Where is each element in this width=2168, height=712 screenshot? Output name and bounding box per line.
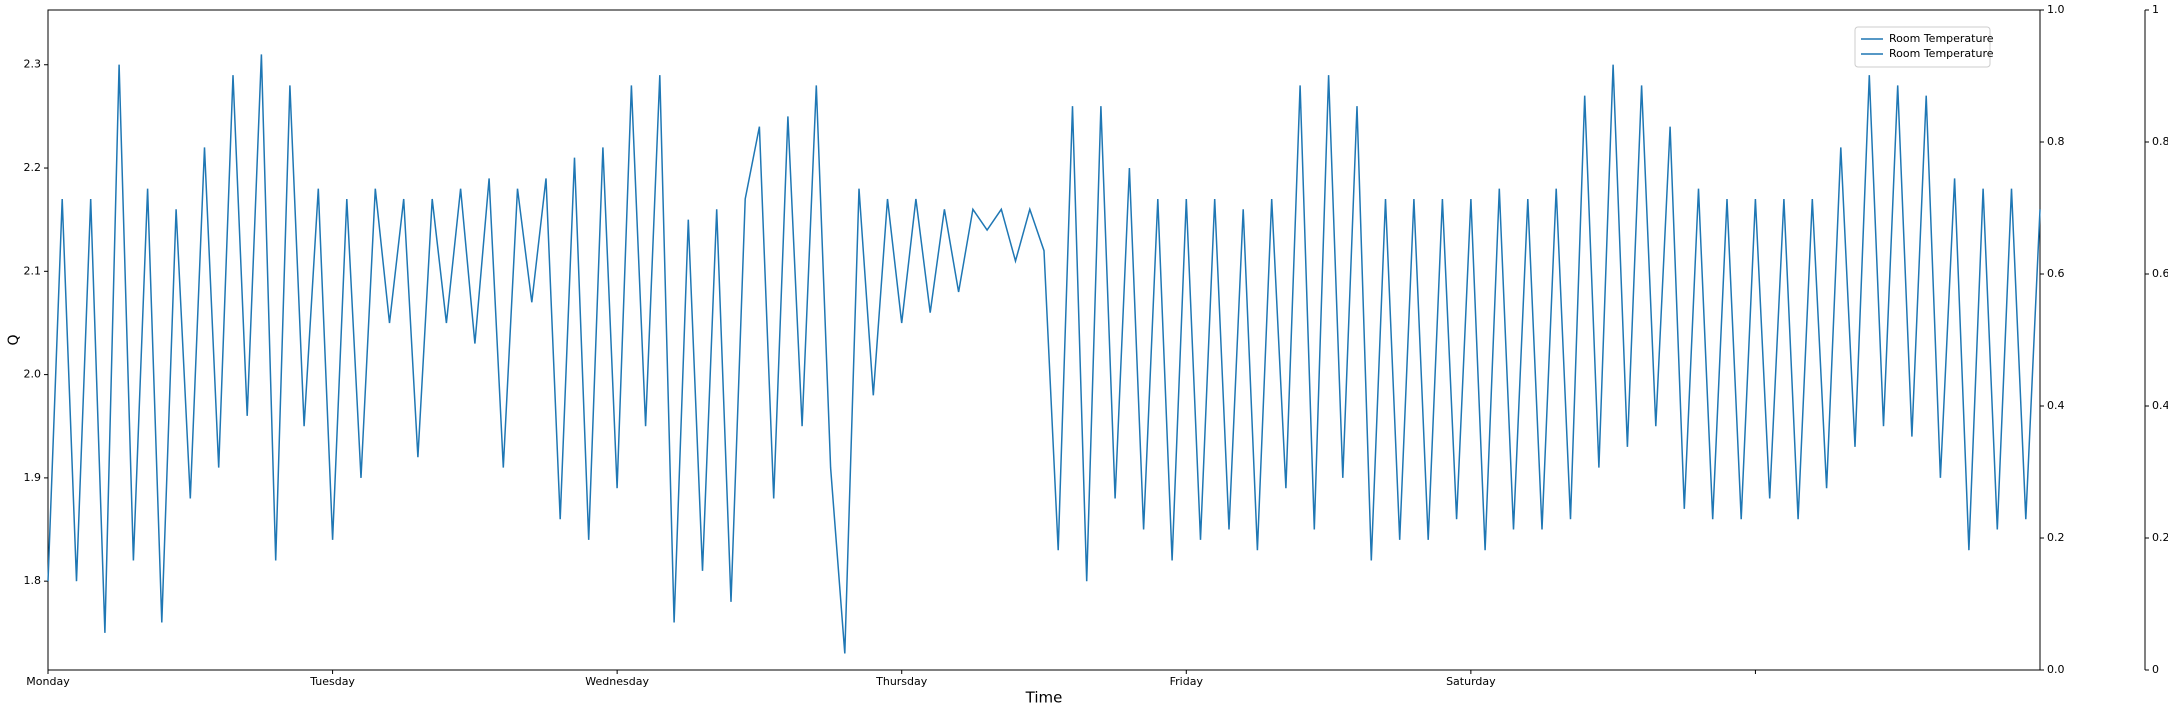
x-tick-label: Wednesday — [585, 675, 649, 688]
x-tick-label: Monday — [26, 675, 70, 688]
data-line — [47, 54, 2041, 654]
y-tick-label: 2.3 — [24, 58, 42, 71]
x-axis-label: Time — [1025, 689, 1063, 707]
y-tick-label: 2.0 — [24, 368, 42, 381]
y2-tick-label: 0.6 — [2047, 267, 2065, 280]
y-axis-label: Q — [6, 334, 22, 345]
x-tick-label: Saturday — [1446, 675, 1496, 688]
legend-label: Room Temperature — [1889, 32, 1994, 45]
x-tick-label: Friday — [1170, 675, 1204, 688]
y-tick-label: 2.2 — [24, 161, 42, 174]
x-tick-label: Thursday — [875, 675, 928, 688]
x-tick-label: Tuesday — [309, 675, 355, 688]
y-tick-label: 1.8 — [24, 574, 42, 587]
y2-tick-label: 0.8 — [2047, 135, 2065, 148]
y2-tick-label: 0.2 — [2047, 531, 2065, 544]
plot-frame — [47, 9, 2041, 671]
legend-label: Room Temperature — [1889, 47, 1994, 60]
y-tick-label: 2.1 — [24, 264, 42, 277]
legend-box — [1854, 26, 1991, 68]
y3-tick-label: 0 — [2152, 663, 2159, 676]
y3-tick-label: 0.8 — [2152, 135, 2168, 148]
y2-tick-label: 0.4 — [2047, 399, 2065, 412]
y3-tick-label: 0.6 — [2152, 267, 2168, 280]
y2-tick-label: 1.0 — [2047, 3, 2065, 16]
y2-tick-label: 0.0 — [2047, 663, 2065, 676]
y3-tick-label: 0.2 — [2152, 531, 2168, 544]
y3-tick-label: 0.4 — [2152, 399, 2168, 412]
y-tick-label: 1.9 — [24, 471, 42, 484]
y3-tick-label: 1 — [2152, 3, 2159, 16]
